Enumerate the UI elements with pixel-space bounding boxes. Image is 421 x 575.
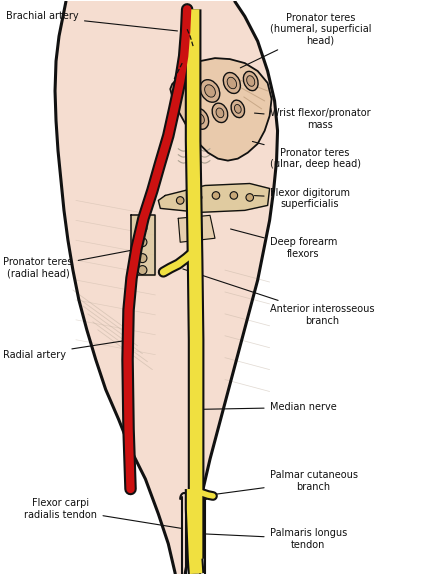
Ellipse shape — [192, 108, 209, 129]
Circle shape — [246, 194, 253, 201]
Polygon shape — [158, 183, 269, 212]
Circle shape — [138, 237, 147, 247]
Text: Flexor digitorum
superficialis: Flexor digitorum superficialis — [255, 187, 349, 209]
Circle shape — [212, 191, 220, 199]
Text: Anterior interosseous
branch: Anterior interosseous branch — [183, 269, 374, 325]
Ellipse shape — [231, 100, 245, 118]
Polygon shape — [170, 58, 272, 160]
Ellipse shape — [205, 85, 216, 97]
Text: Palmar cutaneous
branch: Palmar cutaneous branch — [213, 470, 357, 494]
Circle shape — [195, 194, 202, 201]
Polygon shape — [131, 216, 155, 275]
Ellipse shape — [216, 108, 224, 118]
Ellipse shape — [227, 77, 237, 89]
Polygon shape — [55, 1, 277, 574]
Ellipse shape — [223, 72, 240, 94]
Circle shape — [230, 191, 237, 199]
Text: Deep forearm
flexors: Deep forearm flexors — [231, 229, 337, 259]
Ellipse shape — [196, 114, 204, 124]
Text: Brachial artery: Brachial artery — [6, 12, 177, 31]
Text: Pronator teres
(radial head): Pronator teres (radial head) — [3, 249, 140, 279]
Circle shape — [176, 197, 184, 204]
Text: Palmaris longus
tendon: Palmaris longus tendon — [205, 528, 347, 550]
Circle shape — [138, 266, 147, 275]
Circle shape — [138, 224, 147, 233]
Ellipse shape — [234, 105, 241, 113]
Text: Wrist flexor/pronator
mass: Wrist flexor/pronator mass — [254, 108, 370, 129]
Polygon shape — [178, 216, 215, 242]
Text: Pronator teres
(ulnar, deep head): Pronator teres (ulnar, deep head) — [253, 141, 361, 170]
Circle shape — [138, 254, 147, 263]
Text: Radial artery: Radial artery — [3, 340, 128, 360]
Text: Median nerve: Median nerve — [199, 402, 336, 412]
Ellipse shape — [247, 76, 255, 86]
Ellipse shape — [243, 71, 258, 91]
Text: Flexor carpi
radialis tendon: Flexor carpi radialis tendon — [24, 498, 181, 528]
Ellipse shape — [212, 103, 228, 122]
Text: Pronator teres
(humeral, superficial
head): Pronator teres (humeral, superficial hea… — [240, 13, 371, 68]
Ellipse shape — [200, 80, 220, 102]
